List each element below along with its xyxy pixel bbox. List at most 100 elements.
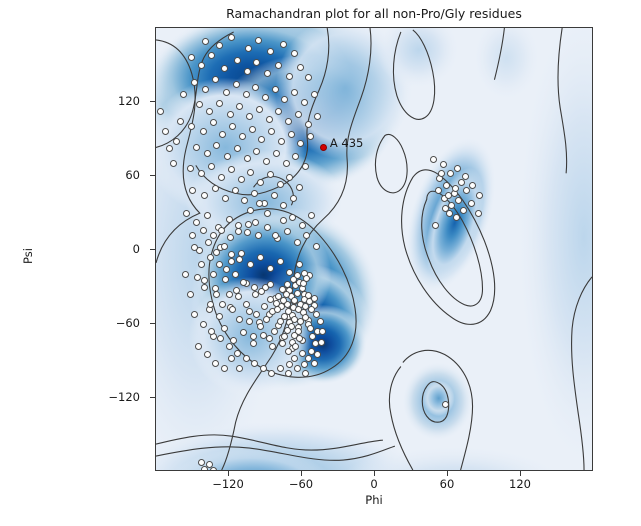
scatter-point [276,257,284,265]
scatter-point [249,332,257,340]
plot-title: Ramachandran plot for all non-Pro/Gly re… [226,6,522,21]
scatter-point [252,219,260,227]
scatter-point [212,359,220,367]
scatter-point [272,150,280,158]
scatter-point [457,178,465,186]
scatter-point [253,310,261,318]
scatter-point [235,221,243,229]
scatter-point [197,458,205,466]
y-tick-mark [150,323,155,324]
scatter-point [276,181,284,189]
y-axis-title: Psi [21,248,35,264]
scatter-point [448,202,456,210]
scatter-point [225,290,233,298]
scatter-point [208,162,216,170]
scatter-point [215,313,223,321]
scatter-point [242,355,250,363]
scatter-point [251,189,259,197]
scatter-point [303,231,311,239]
scatter-point [262,93,269,101]
scatter-point [165,145,173,153]
scatter-point [197,170,205,178]
scatter-point [246,113,254,121]
scatter-point [317,339,325,346]
scatter-point [199,226,207,234]
scatter-point [285,308,293,316]
scatter-point [269,342,277,350]
scatter-point [207,253,215,261]
scatter-point [186,290,194,298]
scatter-point [203,211,211,219]
scatter-point [241,197,249,205]
scatter-point [445,209,453,217]
scatter-point [293,272,301,280]
scatter-point [231,271,239,279]
scatter-point [237,176,245,184]
scatter-point [257,253,265,261]
scatter-point [244,45,252,53]
scatter-point [291,355,299,363]
scatter-point [429,156,437,164]
scatter-point [234,145,242,153]
scatter-point [271,231,279,239]
scatter-point [187,54,195,62]
scatter-point [292,342,300,350]
scatter-point [446,170,454,178]
plot-axes[interactable]: A 435 [155,27,593,471]
scatter-point [206,108,214,116]
scatter-point [215,41,223,49]
scatter-point [442,400,450,408]
scatter-point [227,166,235,174]
scatter-point [199,320,207,328]
scatter-point [253,59,261,67]
scatter-point [266,295,274,303]
y-tick-label: −120 [108,390,140,404]
scatter-point [282,160,290,168]
scatter-point [264,70,272,78]
scatter-point [286,72,294,80]
scatter-point [265,335,273,343]
scatter-point [432,221,440,229]
scatter-point [286,173,294,181]
scatter-point [203,351,211,359]
scatter-point [296,261,304,269]
scatter-point [203,150,211,158]
scatter-point [309,332,317,340]
scatter-point [213,141,221,149]
scatter-point [201,466,209,470]
scatter-point [232,81,240,89]
scatter-point [201,192,209,200]
scatter-point [280,216,288,224]
scatter-point [182,209,190,217]
highlighted-residue-point[interactable] [320,144,328,152]
y-tick-mark [150,175,155,176]
scatter-point [291,331,299,339]
scatter-point [304,120,312,128]
scatter-point [252,83,260,91]
scatter-point [294,110,302,118]
x-tick-label: 120 [509,477,531,491]
scatter-point [191,310,199,318]
scatter-point [220,364,228,372]
scatter-point [275,293,283,301]
scatter-point [251,359,259,367]
scatter-point [191,78,199,86]
scatter-point [180,91,188,99]
scatter-point [283,326,291,334]
scatter-point [455,197,463,205]
scatter-point [189,231,196,239]
scatter-point [285,118,293,126]
scatter-point [202,38,210,46]
scatter-point [208,327,216,335]
x-tick-mark [520,471,521,476]
scatter-point [287,322,295,330]
scatter-point [305,298,313,306]
scatter-point [462,187,470,195]
scatter-point [288,339,296,346]
scatter-point [454,165,462,173]
scatter-point [176,118,184,126]
scatter-point [468,182,476,190]
scatter-point [215,261,223,269]
scatter-point [308,305,316,313]
scatter-point [242,91,250,99]
